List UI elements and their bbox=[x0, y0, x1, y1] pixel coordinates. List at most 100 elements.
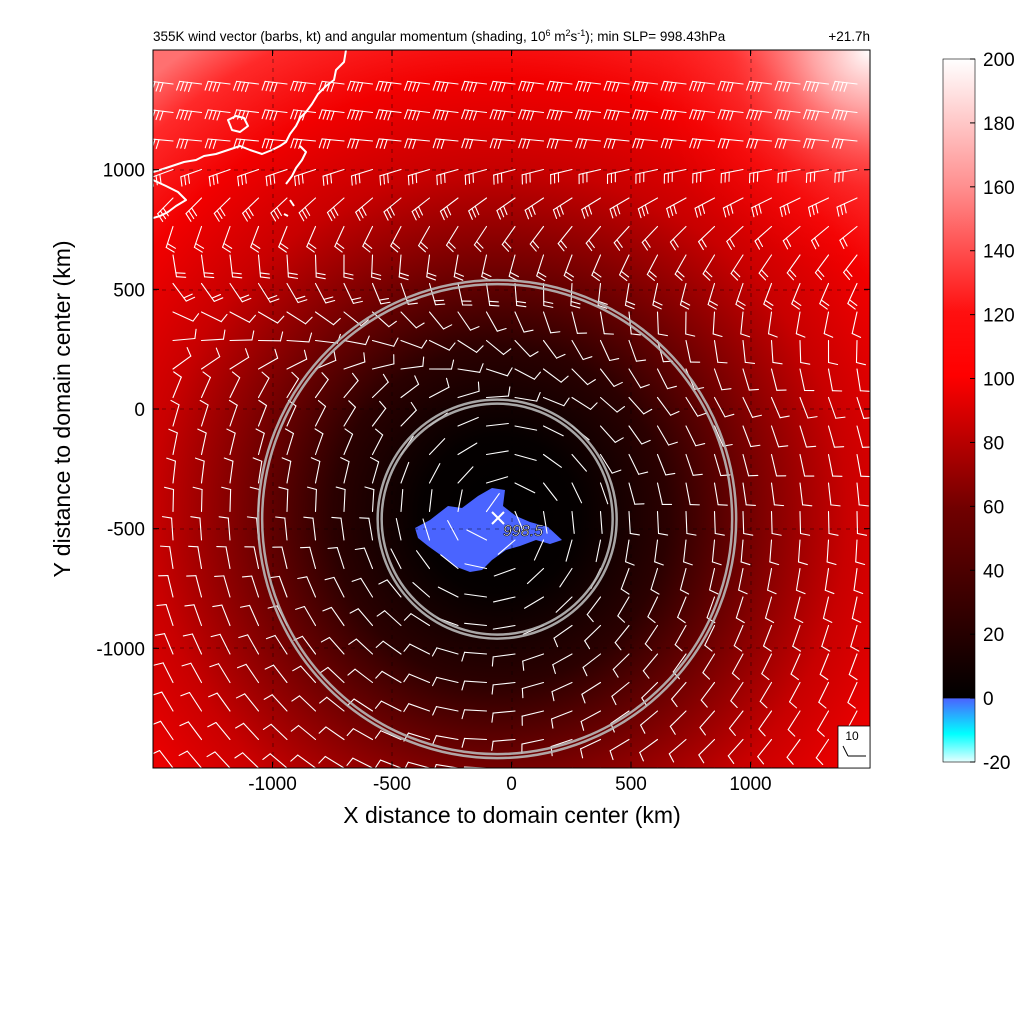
wind-barb bbox=[666, 197, 687, 218]
wind-barb bbox=[200, 282, 224, 302]
wind-barb bbox=[453, 254, 465, 281]
wind-barb bbox=[489, 138, 516, 149]
wind-barb bbox=[571, 453, 587, 472]
wind-barb bbox=[432, 80, 459, 93]
wind-barb bbox=[390, 548, 402, 570]
wind-barb bbox=[229, 371, 241, 399]
wind-barb bbox=[524, 197, 545, 220]
wind-barb bbox=[628, 396, 653, 415]
wind-barb bbox=[826, 539, 837, 566]
colorbar-tick-label: 200 bbox=[983, 50, 1015, 71]
wind-barb bbox=[407, 168, 431, 186]
wind-barb bbox=[660, 80, 687, 93]
wind-barb bbox=[726, 225, 744, 250]
wind-barb bbox=[400, 311, 425, 329]
wind-barb bbox=[261, 138, 288, 150]
wind-barb bbox=[286, 371, 300, 399]
wind-barb bbox=[464, 168, 488, 186]
wind-barb bbox=[161, 516, 174, 541]
wind-barb bbox=[730, 254, 744, 281]
wind-barb bbox=[748, 168, 773, 184]
wind-barb bbox=[774, 109, 801, 121]
wind-barb bbox=[758, 254, 773, 281]
wind-barb bbox=[257, 371, 270, 399]
wind-barb bbox=[375, 80, 402, 93]
colorbar-tick-label: 80 bbox=[983, 433, 1004, 454]
wind-barb bbox=[351, 577, 374, 598]
wind-barb bbox=[524, 596, 545, 609]
wind-barb bbox=[815, 738, 830, 766]
wind-barb bbox=[628, 368, 650, 389]
wind-barb bbox=[613, 225, 630, 251]
wind-barb bbox=[803, 109, 830, 121]
wind-barb bbox=[514, 453, 537, 461]
wind-barb bbox=[652, 282, 663, 310]
wind-barb bbox=[291, 695, 317, 712]
y-tick-label: -1000 bbox=[96, 639, 145, 660]
wind-barb bbox=[153, 691, 174, 712]
wind-barb bbox=[514, 510, 525, 533]
wind-barb bbox=[299, 546, 317, 570]
wind-barb bbox=[404, 80, 431, 93]
wind-barb bbox=[855, 339, 866, 366]
wind-barb bbox=[257, 399, 268, 427]
wind-barb bbox=[404, 761, 431, 768]
wind-barb bbox=[362, 225, 374, 253]
wind-barb bbox=[242, 197, 260, 222]
wind-barb bbox=[685, 311, 696, 337]
wind-barb bbox=[546, 138, 573, 149]
wind-barb bbox=[375, 138, 402, 150]
wind-barb bbox=[803, 138, 830, 149]
wind-barb bbox=[704, 624, 716, 652]
wind-barb bbox=[371, 282, 391, 305]
wind-barb bbox=[432, 735, 459, 745]
wind-barb bbox=[848, 653, 858, 681]
wind-barb bbox=[614, 624, 630, 651]
wind-barb bbox=[635, 168, 659, 184]
wind-barb bbox=[269, 575, 288, 598]
wind-barb bbox=[518, 80, 545, 93]
wind-barb bbox=[491, 681, 516, 695]
wind-barb bbox=[799, 368, 815, 392]
wind-barb bbox=[599, 453, 622, 474]
wind-barb bbox=[292, 665, 317, 684]
wind-barb bbox=[428, 339, 456, 351]
wind-barb bbox=[585, 225, 602, 252]
wind-barb bbox=[518, 109, 545, 121]
wind-barb bbox=[229, 311, 256, 323]
wind-barb bbox=[218, 516, 231, 541]
wind-barb bbox=[371, 337, 399, 347]
wind-barb bbox=[376, 610, 402, 627]
wind-barb bbox=[214, 575, 231, 598]
wind-barb bbox=[464, 622, 488, 627]
wind-barb bbox=[343, 352, 366, 370]
wind-barb bbox=[176, 138, 203, 150]
wind-barb bbox=[712, 311, 723, 338]
wind-barb bbox=[795, 567, 806, 595]
wind-barb bbox=[350, 168, 374, 186]
wind-barb bbox=[263, 694, 288, 712]
wind-barb bbox=[278, 225, 289, 253]
wind-barb bbox=[270, 197, 288, 222]
wind-barb bbox=[542, 396, 570, 407]
wind-barb bbox=[400, 375, 420, 399]
wind-barb bbox=[689, 138, 716, 149]
wind-barb bbox=[656, 425, 678, 446]
wind-barb bbox=[603, 138, 630, 149]
x-tick-label: 0 bbox=[506, 774, 517, 795]
wind-barb bbox=[379, 168, 402, 186]
wind-barb bbox=[226, 428, 236, 456]
wind-barb bbox=[200, 371, 211, 399]
wind-barb bbox=[461, 709, 488, 720]
wind-barb bbox=[208, 168, 231, 187]
wind-barb bbox=[831, 80, 858, 93]
wind-barb bbox=[200, 254, 215, 279]
wind-barb bbox=[536, 254, 547, 282]
wind-barb bbox=[628, 425, 651, 445]
wind-barb bbox=[514, 311, 534, 333]
wind-barb bbox=[551, 681, 573, 702]
wind-barb bbox=[799, 510, 811, 536]
wind-barb bbox=[799, 396, 818, 419]
wind-barb bbox=[617, 596, 630, 623]
wind-barb bbox=[165, 225, 176, 253]
